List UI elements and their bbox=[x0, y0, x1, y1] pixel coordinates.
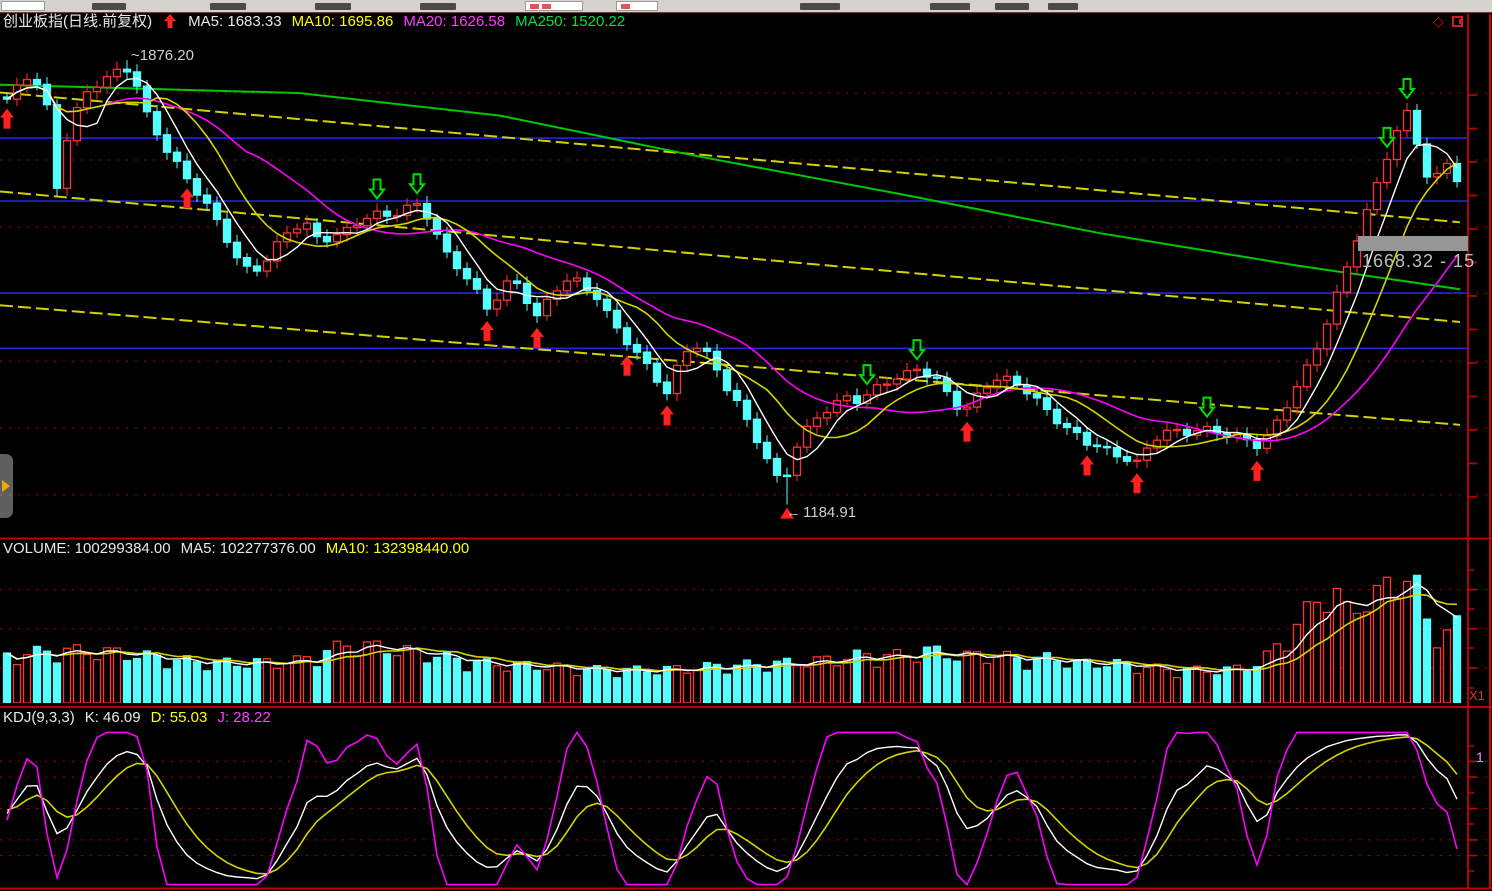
maximize-pane-icon[interactable] bbox=[1452, 16, 1463, 27]
signal-arrows bbox=[0, 78, 1417, 494]
ma20-value: MA20: 1626.58 bbox=[403, 13, 506, 30]
x1-axis-label: X1 bbox=[1469, 688, 1485, 703]
gridlines bbox=[0, 92, 1490, 857]
price-tag-box bbox=[1358, 236, 1468, 251]
sidebar-expand-handle[interactable] bbox=[0, 454, 13, 518]
menubar-field[interactable] bbox=[1, 1, 45, 11]
menubar-item-stub[interactable] bbox=[92, 3, 126, 10]
kdj-k-value: K: 46.09 bbox=[84, 709, 141, 726]
clipped-red-text bbox=[542, 4, 551, 9]
price-tag-label: 1668.32 - 15 bbox=[1362, 251, 1476, 271]
menubar-item-stub[interactable] bbox=[1048, 3, 1078, 10]
kdj-lines bbox=[6, 730, 1458, 886]
ma5-value: MA5: 1683.33 bbox=[188, 13, 282, 30]
high-price-label: ~1876.20 bbox=[131, 47, 194, 64]
kdj-axis-label: 1 bbox=[1476, 749, 1484, 765]
kdj-d-value: D: 55.03 bbox=[150, 709, 208, 726]
diamond-icon[interactable]: ◇ bbox=[1433, 13, 1444, 29]
ma10-value: MA10: 1695.86 bbox=[291, 13, 394, 30]
ma-lines bbox=[6, 77, 1458, 461]
low-price-annotation: ← 1184.91 bbox=[786, 504, 856, 521]
menubar-quote-field[interactable] bbox=[525, 1, 583, 11]
price-axis bbox=[0, 12, 1492, 890]
up-arrow-icon bbox=[164, 14, 177, 32]
menubar-item-stub[interactable] bbox=[995, 3, 1029, 10]
left-pointer-icon: ← bbox=[786, 504, 801, 521]
volume-value: VOLUME: 100299384.00 bbox=[3, 540, 171, 557]
low-price-label: 1184.91 bbox=[803, 504, 857, 521]
menubar-item-stub[interactable] bbox=[930, 3, 970, 10]
expand-right-icon bbox=[2, 480, 10, 492]
volume-pane-legend: VOLUME: 100299384.00 MA5: 102277376.00 M… bbox=[3, 540, 469, 557]
menubar-item-stub[interactable] bbox=[210, 3, 246, 10]
instrument-title: 创业板指(日线.前复权) bbox=[3, 13, 153, 30]
clipped-red-text bbox=[530, 4, 539, 9]
main-pane-legend: 创业板指(日线.前复权) MA5: 1683.33 MA10: 1695.86 … bbox=[3, 13, 625, 32]
ma250-value: MA250: 1520.22 bbox=[515, 13, 626, 30]
kdj-params: KDJ(9,3,3) bbox=[3, 709, 75, 726]
kdj-j-value: J: 28.22 bbox=[217, 709, 271, 726]
menubar-item-stub[interactable] bbox=[315, 3, 351, 10]
volume-ma10-value: MA10: 132398440.00 bbox=[325, 540, 470, 557]
kdj-pane-legend: KDJ(9,3,3) K: 46.09 D: 55.03 J: 28.22 bbox=[3, 709, 271, 726]
clipped-red-text bbox=[621, 4, 630, 9]
low-marker-triangle bbox=[780, 507, 794, 519]
menubar-item-stub[interactable] bbox=[800, 3, 840, 10]
volume-bars bbox=[2, 574, 1462, 703]
menubar-item-stub[interactable] bbox=[420, 3, 456, 10]
volume-ma5-value: MA5: 102277376.00 bbox=[180, 540, 316, 557]
menubar-quote-field[interactable] bbox=[616, 1, 658, 11]
